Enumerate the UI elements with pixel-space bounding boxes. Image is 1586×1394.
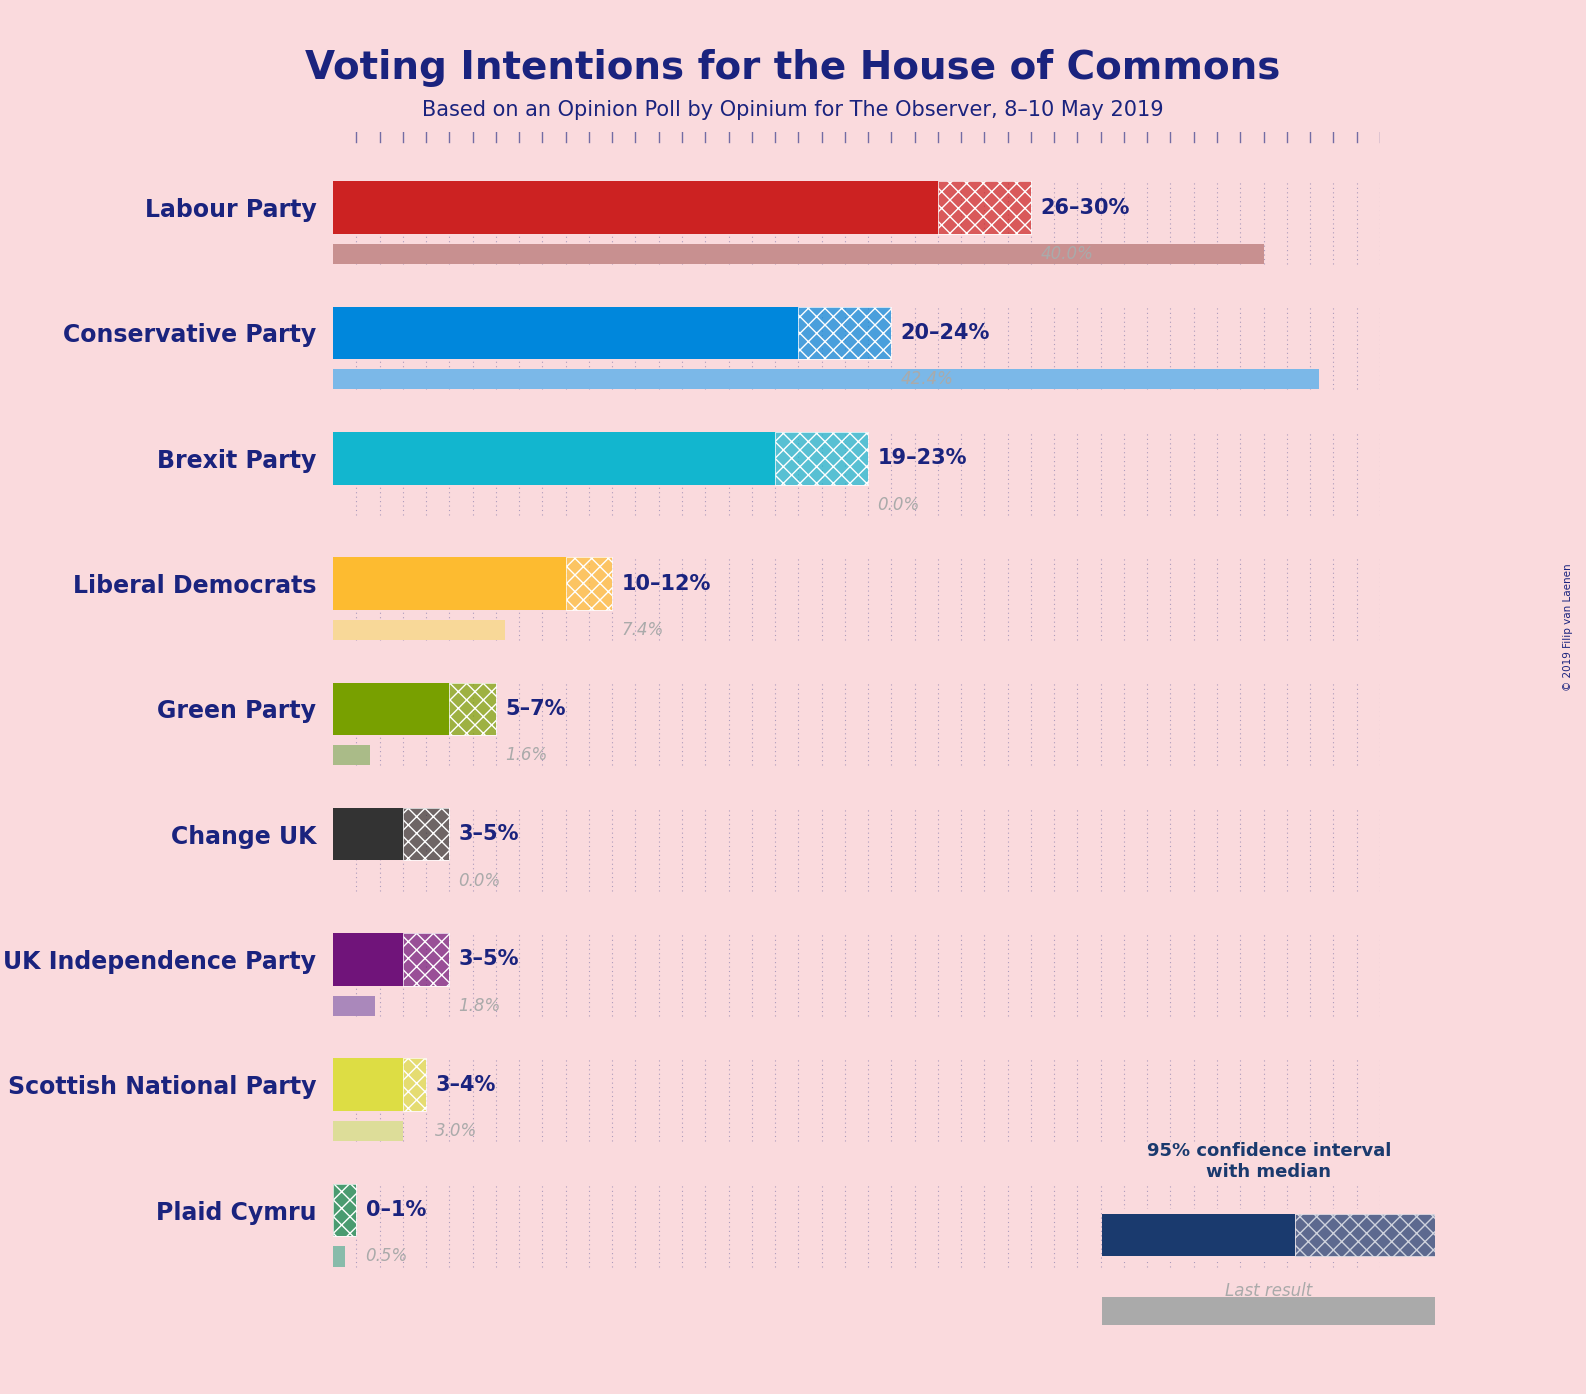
Text: 3–5%: 3–5% xyxy=(458,824,519,845)
Bar xyxy=(333,1121,403,1142)
Bar xyxy=(333,432,776,485)
Text: 0–1%: 0–1% xyxy=(366,1200,427,1220)
Text: 7.4%: 7.4% xyxy=(622,620,665,638)
Text: Based on an Opinion Poll by Opinium for The Observer, 8–10 May 2019: Based on an Opinion Poll by Opinium for … xyxy=(422,100,1164,120)
Text: 19–23%: 19–23% xyxy=(877,449,967,468)
Text: 0.0%: 0.0% xyxy=(877,496,920,513)
Bar xyxy=(566,558,612,609)
Bar xyxy=(403,809,449,860)
Bar xyxy=(776,432,868,485)
Bar xyxy=(333,307,798,360)
Bar xyxy=(333,1184,357,1236)
Bar xyxy=(333,995,374,1016)
Text: 5–7%: 5–7% xyxy=(506,698,566,719)
Bar xyxy=(798,307,891,360)
Text: 0.5%: 0.5% xyxy=(366,1248,408,1266)
Bar xyxy=(776,432,868,485)
Text: 3–4%: 3–4% xyxy=(436,1075,496,1094)
Bar xyxy=(333,620,506,640)
Text: © 2019 Filip van Laenen: © 2019 Filip van Laenen xyxy=(1564,563,1573,691)
Bar xyxy=(333,683,449,735)
Bar xyxy=(449,683,496,735)
Text: 20–24%: 20–24% xyxy=(901,323,990,343)
Bar xyxy=(333,244,1264,263)
Bar xyxy=(333,369,1320,389)
Bar xyxy=(333,620,506,640)
Text: 3–5%: 3–5% xyxy=(458,949,519,969)
Bar xyxy=(333,244,1264,263)
Text: 10–12%: 10–12% xyxy=(622,573,711,594)
Bar xyxy=(1296,1214,1435,1256)
Bar xyxy=(333,746,370,765)
Bar xyxy=(333,1246,344,1267)
Text: Last result: Last result xyxy=(1224,1282,1313,1301)
Bar xyxy=(937,181,1031,234)
Text: 42.4%: 42.4% xyxy=(901,371,953,389)
Bar xyxy=(333,1058,403,1111)
Text: 1.6%: 1.6% xyxy=(506,746,547,764)
Text: 95% confidence interval
with median: 95% confidence interval with median xyxy=(1147,1142,1391,1181)
Text: 1.8%: 1.8% xyxy=(458,997,501,1015)
Bar xyxy=(1102,1214,1296,1256)
Text: 0.0%: 0.0% xyxy=(458,871,501,889)
Bar xyxy=(333,995,374,1016)
Bar xyxy=(449,683,496,735)
Bar xyxy=(333,933,403,986)
Text: 26–30%: 26–30% xyxy=(1040,198,1129,217)
Text: 40.0%: 40.0% xyxy=(1040,245,1093,263)
Bar xyxy=(403,933,449,986)
Bar xyxy=(333,809,403,860)
Text: 3.0%: 3.0% xyxy=(436,1122,477,1140)
Bar xyxy=(798,307,891,360)
Bar xyxy=(333,1246,344,1267)
Bar xyxy=(1102,1296,1435,1324)
Bar xyxy=(1102,1296,1435,1324)
Bar xyxy=(333,558,566,609)
Bar xyxy=(333,746,370,765)
Bar xyxy=(333,1121,403,1142)
Bar xyxy=(937,181,1031,234)
Bar xyxy=(333,1184,357,1236)
Bar xyxy=(333,369,1320,389)
Bar xyxy=(333,181,937,234)
Text: Voting Intentions for the House of Commons: Voting Intentions for the House of Commo… xyxy=(306,49,1280,86)
Bar xyxy=(403,1058,427,1111)
Bar xyxy=(403,1058,427,1111)
Bar xyxy=(566,558,612,609)
Bar xyxy=(403,809,449,860)
Bar xyxy=(403,933,449,986)
